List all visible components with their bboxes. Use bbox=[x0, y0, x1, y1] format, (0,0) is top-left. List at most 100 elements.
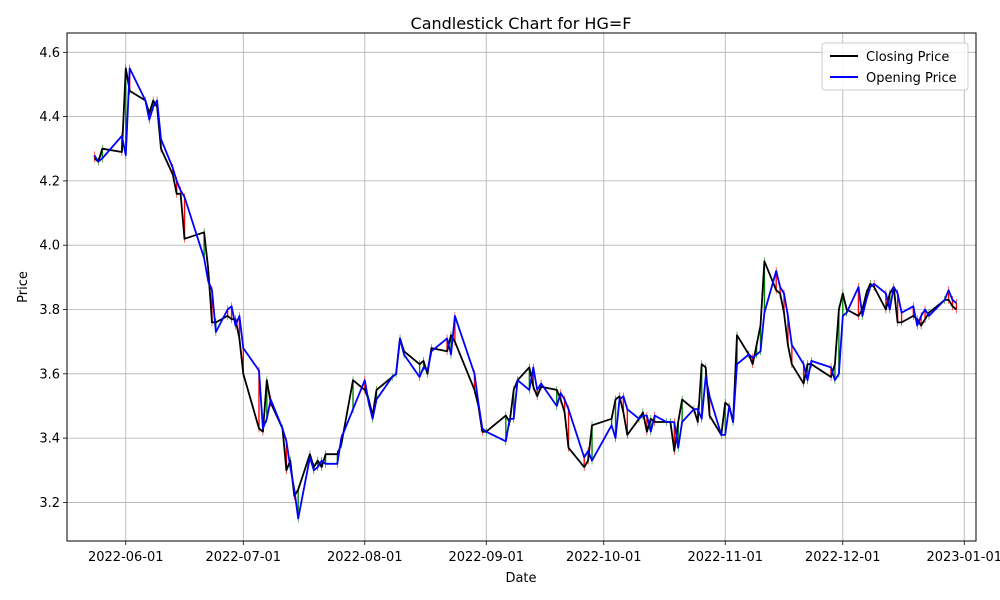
candle-body-down bbox=[673, 422, 675, 451]
candle-body-down bbox=[238, 315, 241, 339]
candle-body-up bbox=[677, 422, 679, 448]
candle-body-down bbox=[775, 270, 777, 291]
x-tick-label: 2022-06-01 bbox=[88, 550, 164, 565]
opening-price-line bbox=[93, 67, 957, 520]
candle-body-down bbox=[536, 389, 538, 397]
candle-body-down bbox=[783, 293, 785, 313]
candle-body-up bbox=[614, 399, 617, 439]
candle-body-down bbox=[787, 315, 789, 345]
candle-body-up bbox=[763, 261, 766, 313]
chart-title: Candlestick Chart for HG=F bbox=[411, 14, 632, 33]
candle-body-up bbox=[450, 335, 452, 355]
y-tick-label: 4.4 bbox=[39, 110, 60, 125]
candle-body-up bbox=[755, 344, 758, 355]
candle-body-down bbox=[226, 309, 229, 316]
candle-body-up bbox=[324, 454, 327, 464]
candle-body-up bbox=[556, 389, 558, 406]
candle-body-up bbox=[650, 418, 652, 432]
candle-body-up bbox=[266, 380, 268, 419]
x-axis-title: Date bbox=[505, 571, 536, 586]
candle-body-down bbox=[857, 287, 860, 316]
plot-background bbox=[67, 33, 976, 541]
candle-body-down bbox=[920, 315, 922, 326]
candle-body-up bbox=[842, 293, 844, 316]
candle-body-up bbox=[701, 364, 703, 419]
y-tick-label: 3.8 bbox=[39, 303, 60, 318]
candle-body-up bbox=[352, 380, 354, 410]
y-tick-label: 3.6 bbox=[39, 367, 60, 382]
x-tick-label: 2022-09-01 bbox=[448, 550, 524, 565]
candle-body-down bbox=[873, 283, 875, 287]
y-tick-label: 4.6 bbox=[39, 46, 60, 61]
candle-body-down bbox=[446, 338, 448, 352]
y-tick-label: 4.2 bbox=[39, 174, 60, 189]
candle-body-down bbox=[583, 457, 585, 468]
legend-opening-price-label: Opening Price bbox=[866, 71, 957, 86]
candle-body-down bbox=[947, 290, 950, 300]
candle-body-down bbox=[230, 306, 233, 320]
candle-body-down bbox=[830, 367, 832, 378]
plot-area bbox=[66, 32, 977, 542]
candle-body-down bbox=[473, 373, 476, 390]
y-axis-title: Price bbox=[16, 271, 31, 303]
candle-body-down bbox=[951, 299, 954, 307]
candle-body-down bbox=[454, 315, 456, 342]
candle-body-up bbox=[806, 364, 809, 381]
candle-body-down bbox=[567, 409, 570, 448]
candle-body-down bbox=[900, 312, 903, 323]
candle-body-down bbox=[563, 399, 566, 413]
candle-body-down bbox=[955, 303, 958, 310]
y-tick-label: 4.0 bbox=[39, 239, 60, 254]
candle-body-up bbox=[889, 293, 891, 310]
candle-body-down bbox=[802, 364, 805, 384]
candle-body-down bbox=[183, 196, 186, 239]
candle-body-up bbox=[759, 325, 762, 352]
x-tick-label: 2023-01-01 bbox=[926, 550, 1000, 565]
candle-body-down bbox=[912, 306, 914, 316]
candle-body-up bbox=[203, 232, 205, 259]
candle-body-down bbox=[779, 287, 781, 294]
x-axis: 2022-06-01 2022-07-01 2022-08-01 2022-09-01… bbox=[88, 541, 1000, 565]
candle-body-down bbox=[896, 293, 899, 323]
candle-body-down bbox=[646, 415, 648, 432]
candle-body-down bbox=[172, 168, 174, 175]
candle-body-down bbox=[211, 290, 213, 323]
y-axis: 3.2 3.4 3.6 3.8 4.0 4.2 4.4 4.6 bbox=[39, 46, 67, 511]
candle-body-up bbox=[152, 100, 154, 107]
x-tick-label: 2022-07-01 bbox=[206, 550, 282, 565]
candle-body-down bbox=[626, 409, 628, 435]
candle-body-up bbox=[422, 360, 425, 368]
candle-body-down bbox=[532, 367, 534, 387]
candle-body-up bbox=[125, 68, 127, 156]
x-tick-label: 2022-12-01 bbox=[805, 550, 881, 565]
price-lines bbox=[93, 67, 957, 520]
candle-body-down bbox=[320, 460, 323, 468]
candle-body-down bbox=[258, 370, 260, 429]
candle-body-up bbox=[418, 364, 421, 378]
candle-body-up bbox=[838, 309, 840, 374]
legend-closing-price-label: Closing Price bbox=[866, 50, 949, 65]
candle-body-up bbox=[834, 364, 836, 381]
legend-frame bbox=[821, 42, 969, 91]
candle-body-up bbox=[610, 418, 613, 426]
candle-body-down bbox=[791, 344, 793, 365]
y-tick-label: 3.2 bbox=[39, 496, 60, 511]
candle-body-down bbox=[559, 393, 562, 400]
candle-body-up bbox=[317, 460, 319, 468]
candle-body-up bbox=[528, 367, 531, 390]
candle-body-down bbox=[285, 441, 288, 471]
x-tick-label: 2022-10-01 bbox=[566, 550, 642, 565]
candle-body-up bbox=[681, 399, 683, 423]
candle-body-up bbox=[101, 148, 103, 159]
candle-body-down bbox=[622, 396, 625, 413]
candle-body-down bbox=[924, 309, 926, 320]
y-tick-label: 3.4 bbox=[39, 432, 60, 447]
candle-body-down bbox=[176, 180, 178, 194]
candle-body-down bbox=[242, 348, 245, 374]
candle-body-up bbox=[591, 425, 593, 461]
candle-body-up bbox=[505, 415, 507, 442]
candle-body-up bbox=[297, 489, 299, 519]
candle-body-up bbox=[724, 402, 726, 435]
legend: Closing Price Opening Price bbox=[821, 42, 969, 91]
